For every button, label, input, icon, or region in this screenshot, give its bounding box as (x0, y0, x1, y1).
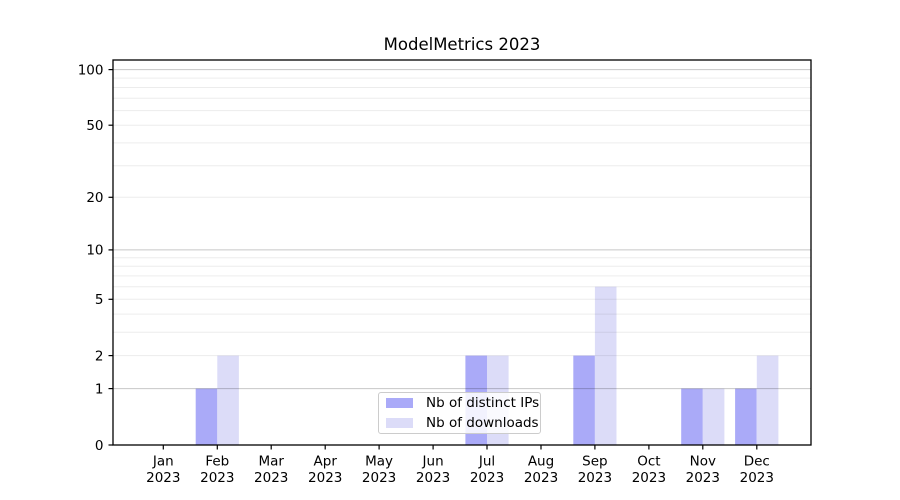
legend: Nb of distinct IPs Nb of downloads (378, 392, 541, 434)
x-tick-label-aug: Aug 2023 (524, 454, 558, 487)
x-tick-label-nov: Nov 2023 (686, 454, 720, 487)
y-tick-label-5: 5 (95, 292, 104, 308)
bar-downloads-feb (217, 355, 239, 445)
y-tick-label-0: 0 (95, 438, 104, 454)
legend-item-label: Nb of distinct IPs (426, 395, 540, 411)
bar-distinct-ips-sep (573, 355, 595, 445)
bar-downloads-sep (594, 286, 617, 445)
x-tick-label-feb: Feb 2023 (200, 454, 234, 487)
bar-distinct-ips-dec (735, 388, 757, 445)
bar-downloads-dec (756, 355, 779, 445)
legend-item: Nb of distinct IPs (386, 393, 540, 413)
x-tick-label-may: May 2023 (362, 454, 396, 487)
x-tick-label-sep: Sep 2023 (578, 454, 612, 487)
bar-downloads-nov (702, 388, 725, 445)
plot-frame (112, 59, 812, 446)
x-tick-label-jul: Jul 2023 (470, 454, 504, 487)
bar-distinct-ips-feb (195, 388, 218, 445)
x-tick-label-dec: Dec 2023 (740, 454, 774, 487)
x-tick-label-apr: Apr 2023 (308, 454, 342, 487)
x-tick-label-jan: Jan 2023 (146, 454, 180, 487)
y-tick-label-2: 2 (95, 348, 104, 364)
y-tick-label-1: 1 (95, 381, 104, 397)
legend-item: Nb of downloads (386, 413, 540, 433)
y-tick-label-10: 10 (86, 243, 103, 259)
chart-title: ModelMetrics 2023 (383, 35, 541, 54)
legend-swatch (386, 418, 413, 428)
bar-distinct-ips-nov (681, 388, 703, 445)
y-tick-label-100: 100 (78, 62, 104, 78)
y-tick-label-50: 50 (86, 118, 103, 134)
legend-swatch (386, 398, 413, 408)
x-tick-label-jun: Jun 2023 (416, 454, 450, 487)
y-tick-label-20: 20 (86, 190, 103, 206)
x-tick-label-mar: Mar 2023 (254, 454, 288, 487)
x-tick-label-oct: Oct 2023 (632, 454, 666, 487)
legend-item-label: Nb of downloads (426, 415, 539, 431)
